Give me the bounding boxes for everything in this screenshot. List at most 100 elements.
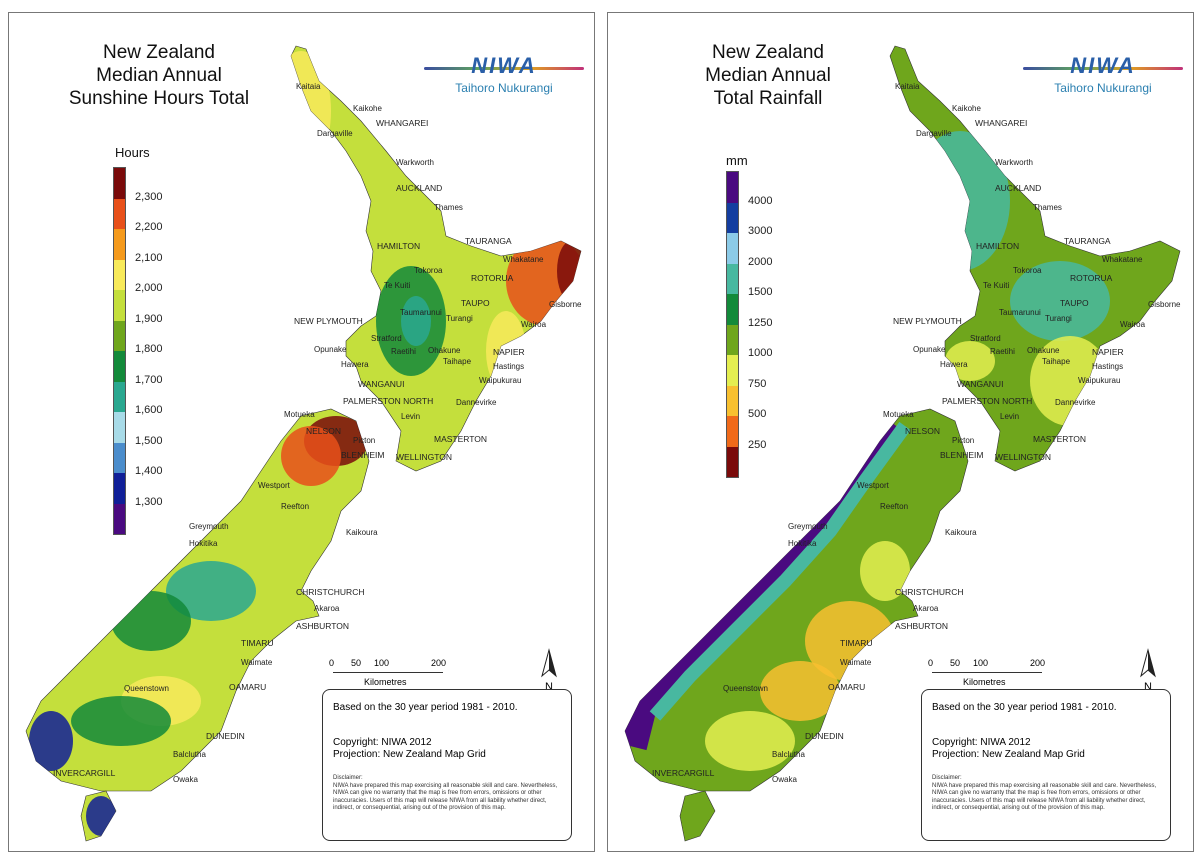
legend-swatch [114, 259, 125, 290]
place-label: Queenstown [723, 684, 768, 693]
place-label: ROTORUA [471, 273, 514, 283]
place-label: DUNEDIN [206, 731, 245, 741]
place-label: Owaka [772, 775, 797, 784]
place-label: Hastings [1092, 362, 1124, 371]
place-label: Kaikoura [346, 528, 378, 537]
legend-tick-label: 2,200 [135, 221, 163, 233]
place-label: Queenstown [124, 684, 169, 693]
legend-swatch [114, 229, 125, 260]
map-title-line: Median Annual [96, 65, 222, 86]
place-label: NELSON [306, 426, 341, 436]
disclaimer-title: Disclaimer: [932, 775, 962, 781]
place-label: Ohakune [1027, 346, 1060, 355]
niwa-tagline: Taihoro Nukurangi [1054, 81, 1152, 95]
logo-swoosh [1023, 67, 1183, 70]
place-label: Kaikohe [952, 104, 981, 113]
place-label: NAPIER [493, 347, 525, 357]
place-label: Te Kuiti [384, 281, 411, 290]
place-label: Tokoroa [1013, 266, 1042, 275]
climate-zone [86, 796, 116, 836]
north-arrow-icon [541, 648, 557, 678]
legend-swatch [727, 263, 738, 294]
place-label: Whakatane [503, 255, 544, 264]
place-label: Kaitaia [895, 82, 920, 91]
disclaimer-text: NIWA have prepared this map exercising a… [932, 782, 1157, 812]
scale-tick-label: 100 [973, 658, 989, 668]
map-title-line: New Zealand [103, 42, 215, 63]
place-label: Waimate [840, 658, 872, 667]
period-note: Based on the 30 year period 1981 - 2010. [932, 702, 1117, 713]
scale-tick-label: 200 [1030, 658, 1046, 668]
place-label: Balclutha [772, 750, 805, 759]
map-panel-rainfall: New Zealand Median Annual Total Rainfall NI… [607, 12, 1194, 852]
scale-line [932, 672, 1042, 673]
place-label: Taihape [1042, 357, 1071, 366]
map-title-line: Total Rainfall [713, 88, 823, 109]
scale-unit: Kilometres [364, 677, 407, 687]
place-label: MASTERTON [434, 434, 488, 444]
place-label: Waimate [241, 658, 273, 667]
place-label: Wairoa [521, 320, 547, 329]
place-label: PALMERSTON NORTH [942, 396, 1033, 406]
south-island [624, 408, 969, 792]
place-label: Kaitaia [296, 82, 321, 91]
place-label: Levin [1000, 412, 1020, 421]
climate-zone [29, 711, 73, 771]
legend-swatch [114, 412, 125, 443]
legend-title: mm [726, 153, 748, 168]
map-panel-sunshine: New Zealand Median Annual Sunshine Hours T… [8, 12, 595, 852]
place-label: Wairoa [1120, 320, 1146, 329]
place-label: Taumarunui [400, 308, 442, 317]
north-label: N [1144, 681, 1152, 693]
place-label: Motueka [883, 410, 914, 419]
place-label: Te Kuiti [983, 281, 1010, 290]
north-island [290, 45, 582, 472]
place-label: Westport [258, 481, 290, 490]
place-label: TIMARU [840, 638, 873, 648]
period-note: Based on the 30 year period 1981 - 2010. [333, 702, 518, 713]
place-label: Reefton [880, 502, 909, 511]
legend-tick-label: 1,800 [135, 343, 163, 355]
disclaimer-title: Disclaimer: [333, 775, 363, 781]
scale-tick-label: 0 [329, 658, 335, 668]
legend-tick-label: 1500 [748, 286, 773, 298]
place-label: CHRISTCHURCH [895, 587, 964, 597]
place-label: Gisborne [1148, 300, 1181, 309]
place-label: Stratford [970, 334, 1001, 343]
north-arrow-icon [1140, 648, 1156, 678]
place-label: NELSON [905, 426, 940, 436]
climate-zone [111, 591, 191, 651]
place-label: Motueka [284, 410, 315, 419]
place-label: Dannevirke [1055, 398, 1096, 407]
climate-zone [1010, 261, 1110, 341]
place-label: Opunake [913, 345, 946, 354]
legend-tick-label: 1,400 [135, 465, 163, 477]
niwa-logo-text: NIWA [471, 53, 537, 78]
scale-tick-label: 50 [950, 658, 961, 668]
legend-color-bar [113, 167, 126, 535]
legend-swatch [114, 290, 125, 321]
stewart-island [679, 790, 716, 842]
legend-swatch [114, 351, 125, 382]
place-label: MASTERTON [1033, 434, 1087, 444]
niwa-tagline: Taihoro Nukurangi [455, 81, 553, 95]
place-label: HAMILTON [377, 241, 421, 251]
place-label: TAUPO [1060, 298, 1089, 308]
climate-zone [281, 426, 341, 486]
place-label: Turangi [446, 314, 473, 323]
north-arrow: N [539, 648, 559, 693]
place-label: HAMILTON [976, 241, 1020, 251]
copyright-block: Copyright: NIWA 2012 Projection: New Zeal… [932, 737, 1160, 761]
legend-swatch [114, 198, 125, 229]
new-zealand-map [624, 45, 1181, 842]
place-label: PALMERSTON NORTH [343, 396, 434, 406]
alpine-rainfall-zone [649, 421, 911, 721]
legend-tick-label: 1,900 [135, 312, 163, 325]
place-label: Opunake [314, 345, 347, 354]
legend-tick-label: 1,500 [135, 434, 163, 447]
place-label: Akaroa [314, 604, 340, 613]
place-label: WHANGAREI [975, 118, 1028, 128]
place-label: Ohakune [428, 346, 461, 355]
scale-tick-label: 100 [374, 658, 390, 668]
disclaimer: Disclaimer: NIWA have prepared this map e… [333, 775, 561, 813]
